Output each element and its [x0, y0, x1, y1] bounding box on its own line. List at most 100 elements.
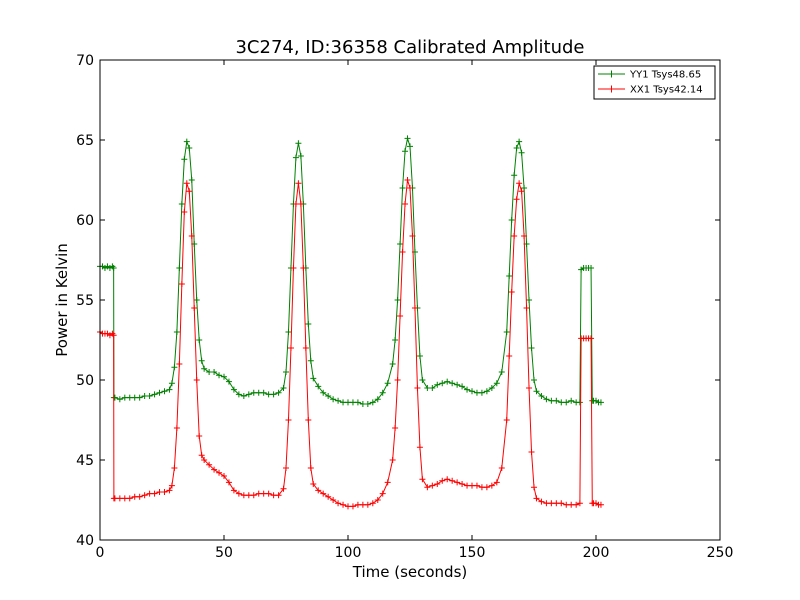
data-point-marker [315, 487, 322, 494]
data-point-marker [498, 369, 505, 375]
data-point-marker [558, 500, 565, 507]
plot-area [100, 60, 720, 540]
data-point-marker [506, 353, 513, 359]
data-point-marker [576, 399, 583, 406]
data-point-marker [216, 469, 223, 476]
data-point-marker [230, 386, 237, 393]
data-point-marker [402, 148, 409, 155]
y-tick-label: 60 [76, 213, 94, 229]
y-tick-label: 40 [76, 533, 94, 549]
data-point-marker [240, 393, 247, 399]
data-point-marker [285, 329, 292, 335]
data-point-marker [394, 377, 401, 383]
data-point-marker [340, 501, 347, 508]
data-point-marker [518, 188, 525, 195]
data-point-marker [305, 321, 312, 327]
data-point-marker [513, 196, 520, 203]
data-point-marker [171, 364, 178, 371]
data-point-marker [538, 498, 545, 505]
x-tick-label: 50 [215, 545, 233, 561]
data-point-marker [270, 391, 277, 398]
data-point-marker [235, 490, 242, 497]
legend-label: XX1 Tsys42.14 [630, 85, 703, 96]
x-tick-label: 200 [583, 545, 610, 561]
data-point-marker [136, 394, 143, 401]
x-tick-label: 150 [459, 545, 486, 561]
data-point-marker [330, 497, 337, 503]
data-point-marker [354, 399, 361, 406]
data-point-marker [483, 484, 490, 491]
axes-layer: 0 50 100 150 200 250 40 45 50 55 60 65 70 [76, 53, 733, 561]
data-point-marker [201, 457, 208, 463]
data-point-marker [126, 495, 133, 502]
data-point-marker [307, 465, 314, 471]
data-point-marker [444, 476, 451, 483]
data-point-marker [325, 393, 332, 399]
legend-marker [608, 70, 615, 78]
data-point-marker [307, 357, 314, 364]
data-point-marker [454, 381, 461, 388]
data-point-marker [198, 357, 205, 364]
data-point-marker [320, 490, 327, 497]
data-point-marker [419, 476, 426, 483]
y-tick-label: 70 [76, 53, 94, 69]
data-point-marker [364, 501, 371, 508]
data-point-marker [526, 385, 533, 391]
data-point-marker [516, 138, 523, 145]
data-point-marker [379, 490, 386, 497]
data-point-marker [310, 481, 317, 487]
data-point-marker [528, 345, 535, 351]
data-point-marker [493, 380, 500, 387]
data-point-marker [439, 477, 446, 484]
data-point-marker [287, 345, 294, 351]
x-tick-label: 0 [96, 545, 105, 561]
data-point-marker [111, 394, 118, 401]
y-tick-label: 45 [76, 453, 94, 469]
data-point-marker [444, 378, 451, 385]
data-point-marker [464, 386, 471, 393]
data-point-marker [521, 233, 528, 239]
data-point-marker [553, 397, 560, 404]
data-point-marker [508, 289, 515, 295]
data-point-marker [225, 479, 232, 486]
data-point-marker [201, 365, 208, 372]
data-point-marker [392, 337, 399, 343]
data-point-marker [283, 465, 289, 471]
data-point-marker [424, 484, 431, 491]
data-point-marker [543, 396, 550, 403]
data-point-marker [156, 389, 163, 396]
data-point-marker [511, 172, 518, 179]
data-point-marker [206, 461, 213, 468]
data-point-marker [315, 383, 322, 390]
data-point-marker [364, 401, 371, 407]
data-point-marker [498, 465, 505, 471]
data-point-marker [369, 500, 376, 507]
data-point-marker [151, 391, 158, 398]
data-point-marker [178, 281, 185, 287]
data-point-marker [568, 397, 575, 404]
data-point-marker [349, 503, 356, 510]
data-point-marker [521, 185, 528, 191]
data-point-marker [513, 145, 520, 151]
data-point-marker [389, 457, 396, 463]
data-point-marker [196, 337, 203, 343]
data-point-marker [518, 149, 525, 156]
data-point-marker [538, 393, 545, 399]
data-point-marker [260, 389, 267, 396]
data-point-marker [478, 389, 485, 396]
data-point-marker [188, 233, 195, 239]
data-point-marker [523, 305, 530, 311]
series-0 [97, 135, 604, 407]
data-point-marker [225, 378, 232, 385]
data-point-marker [171, 465, 178, 471]
data-point-marker [508, 217, 515, 223]
data-point-marker [588, 265, 595, 271]
data-point-marker [295, 180, 302, 187]
data-point-marker [211, 466, 218, 473]
data-point-marker [181, 156, 188, 163]
data-point-marker [429, 385, 436, 391]
data-point-marker [330, 396, 337, 403]
data-point-marker [275, 389, 282, 396]
data-point-marker [402, 201, 409, 207]
